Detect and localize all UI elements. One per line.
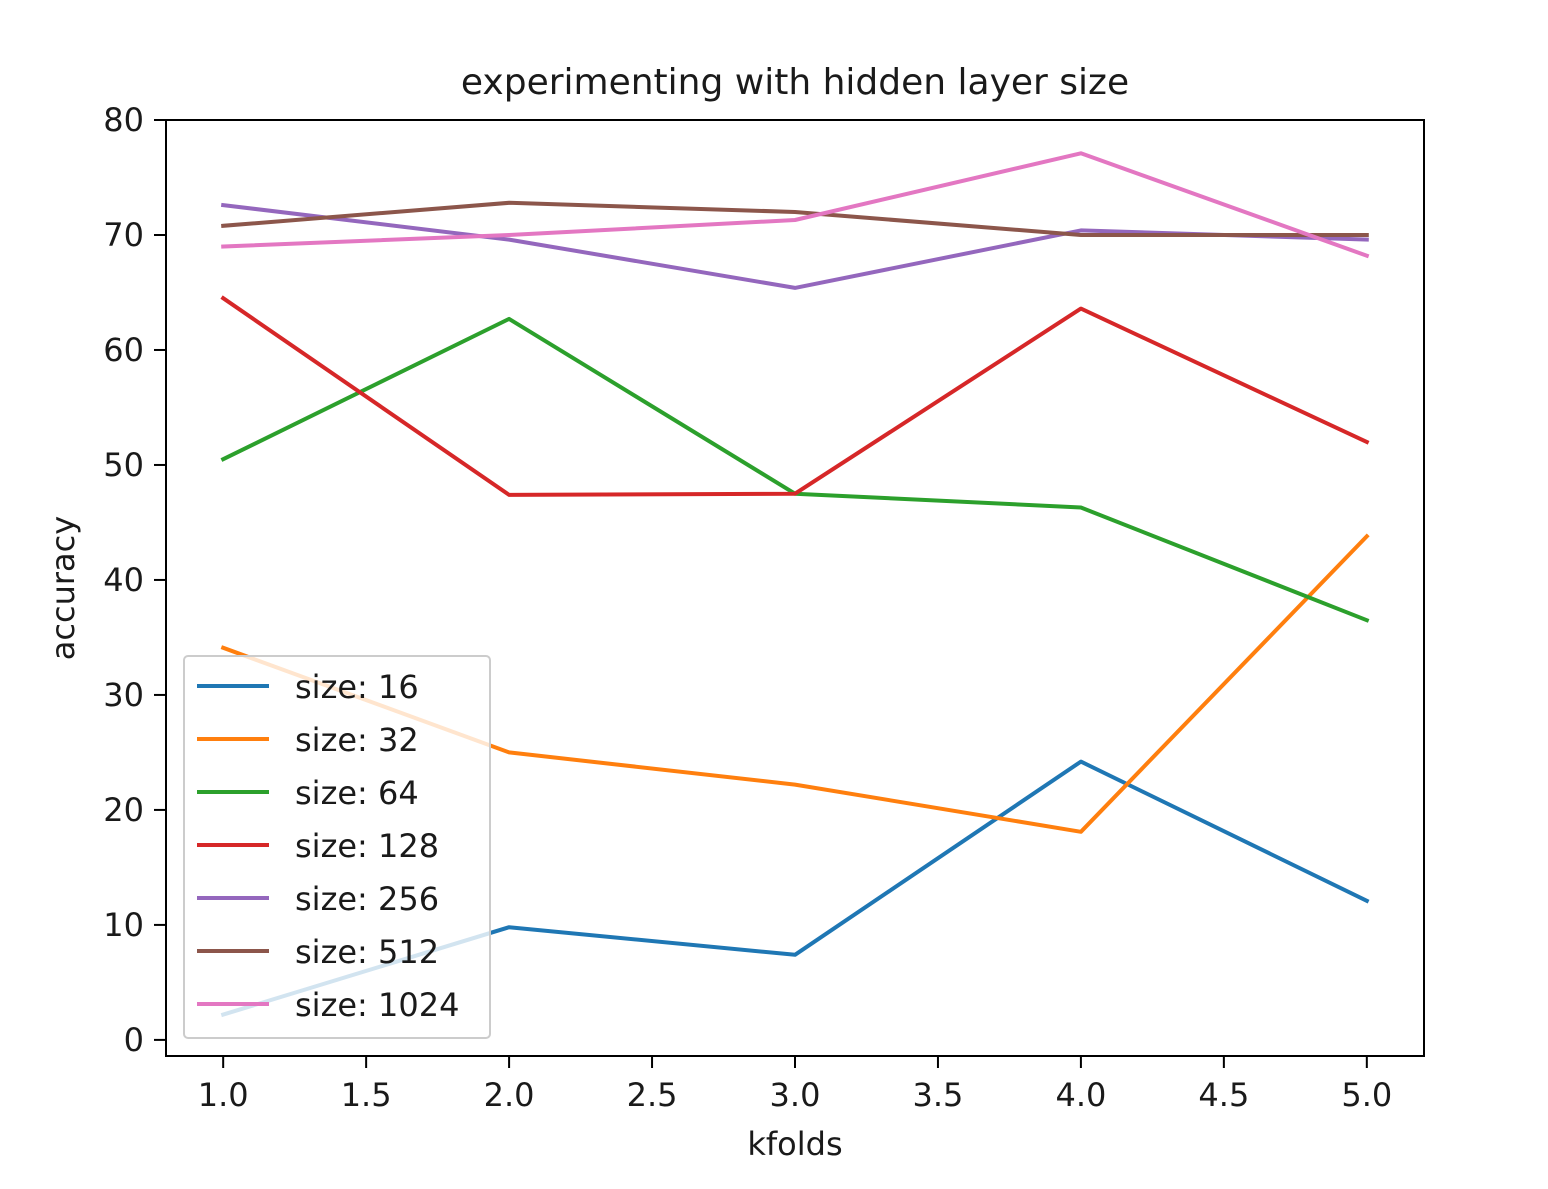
legend-frame	[183, 655, 491, 1039]
legend-label: size: 16	[295, 668, 419, 706]
x-axis: 1.0 1.5 2.0 2.5 3.0 3.5 4.0 4.5 5.0	[198, 1056, 1392, 1114]
y-tick-label: 40	[103, 561, 144, 599]
y-tick-label: 0	[124, 1021, 144, 1059]
y-axis: 0 10 20 30 40 50 60 70 80	[103, 101, 166, 1059]
y-tick-label: 70	[103, 216, 144, 254]
series-line-size-1024	[221, 151, 1370, 259]
x-tick-label: 1.5	[341, 1076, 392, 1114]
legend-label: size: 64	[295, 774, 419, 812]
y-tick-label: 10	[103, 906, 144, 944]
legend-label: size: 128	[295, 827, 439, 865]
legend: size: 16 size: 32 size: 64 size: 128 size: 2…	[183, 655, 491, 1039]
y-tick-label: 30	[103, 676, 144, 714]
y-tick-label: 80	[103, 101, 144, 139]
x-tick-label: 3.0	[770, 1076, 821, 1114]
chart-title: experimenting with hidden layer size	[461, 62, 1129, 103]
x-axis-label: kfolds	[747, 1125, 842, 1163]
y-axis-label: accuracy	[44, 516, 82, 660]
x-tick-label: 5.0	[1341, 1076, 1392, 1114]
legend-label: size: 32	[295, 721, 419, 759]
series-line-size-128	[220, 295, 1370, 497]
y-tick-label: 50	[103, 446, 144, 484]
legend-label: size: 512	[295, 933, 439, 971]
legend-label: size: 256	[295, 880, 439, 918]
x-tick-label: 1.0	[198, 1076, 249, 1114]
y-tick-label: 20	[103, 791, 144, 829]
y-tick-label: 60	[103, 331, 144, 369]
x-tick-label: 4.0	[1055, 1076, 1106, 1114]
x-tick-label: 4.5	[1198, 1076, 1249, 1114]
x-tick-label: 2.0	[484, 1076, 535, 1114]
legend-label: size: 1024	[295, 986, 459, 1024]
x-tick-label: 3.5	[913, 1076, 964, 1114]
x-tick-label: 2.5	[627, 1076, 678, 1114]
legend-items: size: 16 size: 32 size: 64 size: 128 size: 2…	[197, 668, 459, 1024]
series-line-size-512	[221, 200, 1369, 237]
